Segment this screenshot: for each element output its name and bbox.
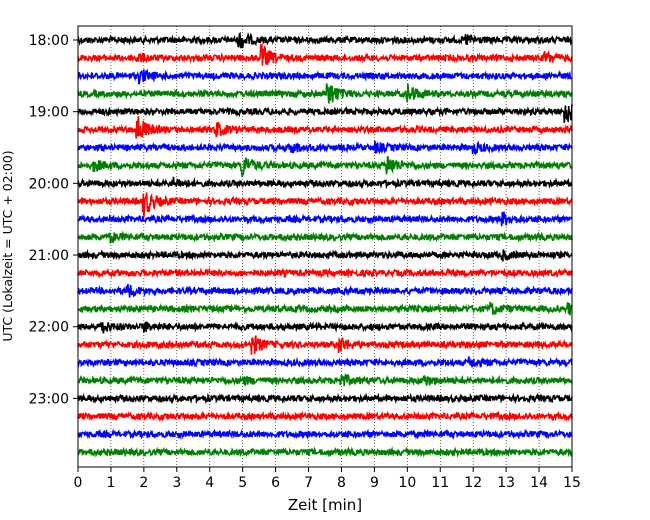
- trace-1900: [77, 104, 573, 124]
- x-tick-label: 1: [106, 475, 115, 491]
- trace-2200: [77, 321, 573, 334]
- trace-2145: [77, 301, 573, 316]
- trace-1915: [77, 116, 573, 139]
- trace-1815: [77, 43, 573, 66]
- x-tick-label: 14: [530, 475, 548, 491]
- y-axis-label: UTC (Lokalzeit = UTC + 02:00): [0, 150, 15, 341]
- x-tick-label: 3: [172, 475, 181, 491]
- trace-1800: [77, 31, 573, 49]
- y-axis-ticks: 18:00 19:00 20:00 21:00 22:00 23:00: [29, 33, 78, 407]
- trace-2015: [77, 192, 573, 218]
- trace-2115: [77, 266, 573, 279]
- x-tick-label: 9: [370, 475, 379, 491]
- x-axis-label: Zeit [min]: [288, 496, 362, 514]
- x-tick-label: 12: [464, 475, 482, 491]
- trace-2000: [77, 176, 573, 190]
- y-tick-label: 20:00: [29, 176, 69, 192]
- trace-2045: [77, 230, 573, 244]
- plot-frame: [77, 25, 573, 468]
- x-tick-label: 7: [304, 475, 313, 491]
- seismic-traces: [77, 31, 573, 458]
- x-tick-label: 10: [398, 475, 416, 491]
- x-axis-ticks: 0 1 2 3 4 5 6 7 8 9 10 11 12 13 14 15: [74, 467, 581, 491]
- trace-2300: [77, 392, 573, 405]
- y-tick-label: 22:00: [29, 320, 69, 336]
- trace-2345: [77, 446, 573, 458]
- trace-2100: [77, 249, 573, 262]
- y-tick-label: 23:00: [29, 391, 69, 407]
- y-tick-label: 21:00: [29, 248, 69, 264]
- x-tick-label: 5: [238, 475, 247, 491]
- x-tick-label: 4: [205, 475, 214, 491]
- x-tick-label: 0: [74, 475, 83, 491]
- trace-2330: [77, 428, 573, 440]
- trace-2245: [77, 372, 573, 387]
- x-tick-label: 8: [337, 475, 346, 491]
- y-tick-label: 18:00: [29, 33, 69, 49]
- trace-1830: [77, 68, 573, 85]
- trace-2230: [77, 356, 573, 369]
- trace-1930: [77, 140, 573, 156]
- x-tick-label: 11: [431, 475, 449, 491]
- trace-2130: [77, 283, 573, 298]
- trace-1945: [77, 156, 573, 178]
- x-tick-label: 13: [497, 475, 515, 491]
- trace-2030: [77, 211, 573, 227]
- trace-2315: [77, 410, 573, 423]
- trace-2215: [77, 335, 573, 355]
- y-tick-label: 19:00: [29, 105, 69, 121]
- x-tick-label: 2: [139, 475, 148, 491]
- x-tick-label: 15: [563, 475, 581, 491]
- x-tick-label: 6: [271, 475, 280, 491]
- trace-1845: [77, 83, 573, 104]
